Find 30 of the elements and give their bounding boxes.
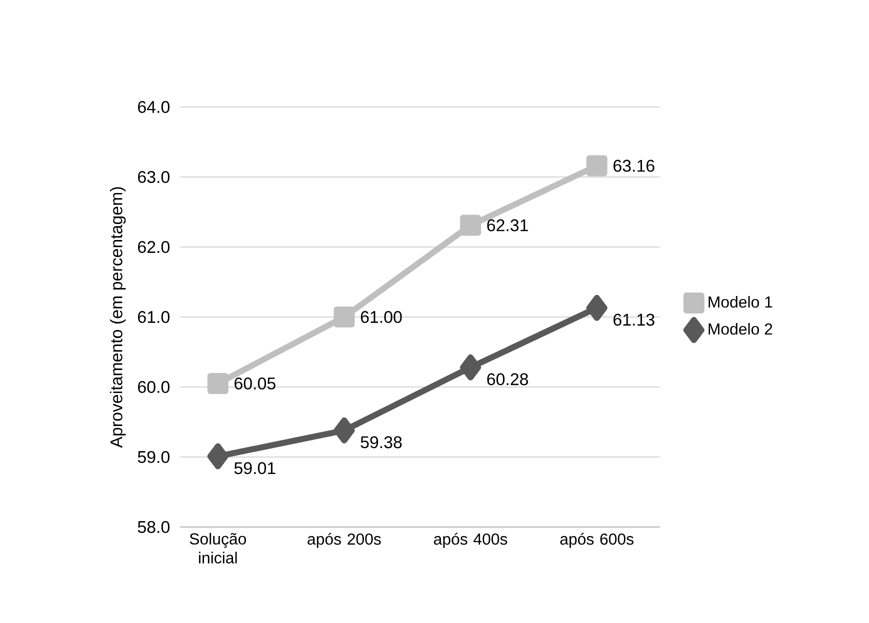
- y-tick-label: 59.0: [138, 451, 170, 463]
- data-label: 59.01: [234, 462, 276, 474]
- x-tick-label: após 600s: [560, 532, 634, 548]
- x-tick-label: Solução inicial: [190, 532, 246, 564]
- data-label: 61.13: [614, 314, 654, 326]
- point: [460, 354, 482, 380]
- x-tick-label: após 400s: [434, 532, 508, 548]
- data-label: 61.00: [360, 311, 402, 323]
- y-tick-label: 61.0: [138, 311, 170, 323]
- data-label: 62.31: [487, 219, 528, 232]
- point: [460, 214, 482, 236]
- point: [207, 443, 228, 470]
- data-label: 59.38: [360, 436, 402, 448]
- point: [334, 417, 355, 444]
- data-label: 63.16: [614, 160, 654, 172]
- y-tick-label: 62.0: [138, 241, 170, 253]
- x-tick-label: após 200s: [308, 532, 381, 548]
- point: [586, 155, 608, 176]
- data-label: 60.05: [234, 378, 276, 390]
- legend-label: Modelo 1: [708, 296, 772, 308]
- y-axis-title: Aproveitamento (em percentagem): [110, 187, 126, 448]
- data-label: 60.28: [487, 373, 528, 386]
- y-tick-label: 60.0: [138, 381, 170, 393]
- y-tick-label: 63.0: [138, 171, 170, 183]
- point: [334, 306, 355, 328]
- legend-label: Modelo 2: [708, 322, 772, 335]
- point: [207, 372, 228, 394]
- y-tick-label: 58.0: [138, 521, 170, 533]
- y-tick-label: 64.0: [138, 101, 170, 113]
- point: [586, 294, 608, 321]
